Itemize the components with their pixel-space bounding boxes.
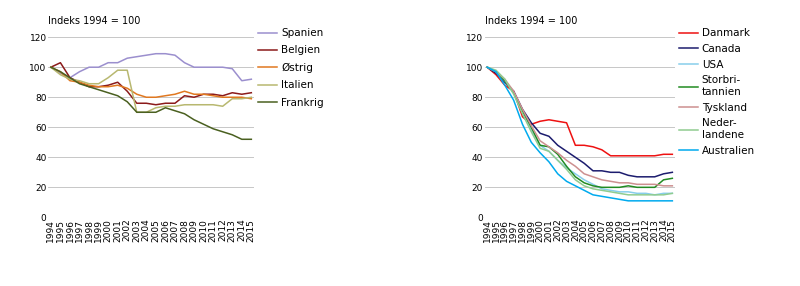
Legend: Spanien, Belgien, Østrig, Italien, Frankrig: Spanien, Belgien, Østrig, Italien, Frank… (258, 28, 324, 108)
Legend: Danmark, Canada, USA, Storbri-
tannien, Tyskland, Neder-
landene, Australien: Danmark, Canada, USA, Storbri- tannien, … (679, 28, 755, 156)
Text: Indeks 1994 = 100: Indeks 1994 = 100 (48, 16, 140, 26)
Text: Indeks 1994 = 100: Indeks 1994 = 100 (485, 16, 577, 26)
